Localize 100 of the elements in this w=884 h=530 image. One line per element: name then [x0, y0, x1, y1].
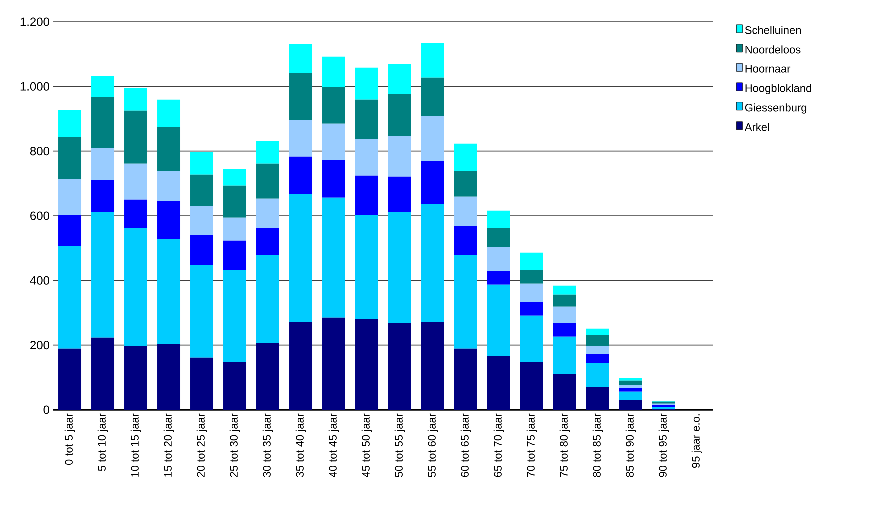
bar	[256, 343, 280, 410]
bar	[224, 240, 247, 270]
x-tick-label: 45 tot 50 jaar	[362, 414, 372, 478]
x-tick-label: 95 jaar e.o.	[692, 414, 702, 468]
bar	[290, 194, 313, 322]
bar	[620, 388, 642, 392]
bar	[190, 265, 214, 358]
bar	[586, 354, 610, 364]
bar	[92, 338, 115, 410]
bar	[356, 215, 379, 320]
x-tick-label: 35 tot 40 jaar	[296, 414, 306, 478]
bar	[620, 380, 642, 386]
bar	[586, 346, 610, 354]
bar	[92, 97, 115, 148]
bar	[58, 348, 82, 410]
x-tick-label: 65 tot 70 jaar	[494, 414, 504, 478]
bar	[158, 171, 181, 202]
bar	[488, 228, 510, 248]
bar	[58, 179, 82, 216]
y-tick-label: 400	[30, 276, 50, 285]
bar	[322, 86, 346, 124]
bar	[586, 328, 610, 335]
bar	[190, 206, 214, 236]
bar	[586, 334, 610, 346]
bar	[454, 196, 478, 226]
bar	[256, 164, 280, 199]
bar	[388, 212, 412, 324]
x-tick-label: 5 tot 10 jaar	[98, 414, 108, 472]
bar	[388, 94, 412, 136]
bar	[356, 68, 379, 100]
x-tick-label: 40 tot 45 jaar	[328, 414, 340, 478]
bar	[520, 362, 544, 410]
bar	[520, 284, 544, 302]
x-tick-label: 25 tot 30 jaar	[230, 414, 240, 478]
bar	[620, 385, 642, 388]
bar	[586, 363, 610, 388]
bar	[520, 316, 544, 362]
x-tick-label: 50 tot 55 jaar	[394, 414, 406, 478]
y-tick-label: 800	[30, 147, 50, 156]
bar	[158, 127, 181, 172]
bar	[488, 210, 510, 228]
legend-label: Hoogblokland	[746, 84, 812, 94]
bar	[290, 322, 313, 410]
bar	[58, 137, 82, 180]
bar	[520, 270, 544, 284]
bar	[488, 356, 510, 410]
x-tick-label: 60 tot 65 jaar	[460, 414, 472, 478]
bar	[388, 323, 412, 410]
bar	[92, 76, 115, 98]
bar	[454, 348, 478, 410]
bar	[190, 152, 214, 175]
bar	[58, 215, 82, 246]
bar	[388, 176, 412, 212]
bar	[124, 88, 148, 111]
bar	[356, 139, 379, 176]
x-tick-label: 55 tot 60 jaar	[428, 414, 438, 478]
x-tick-label: 75 tot 80 jaar	[560, 414, 570, 478]
bar	[158, 238, 181, 344]
x-tick-label: 30 tot 35 jaar	[262, 414, 274, 478]
bar	[158, 201, 181, 239]
bar	[554, 323, 576, 337]
bar	[256, 198, 280, 228]
bar	[554, 306, 576, 324]
bar	[520, 252, 544, 270]
bar	[124, 164, 148, 200]
bar	[554, 374, 576, 410]
bar	[422, 43, 445, 78]
x-tick-label: 20 tot 25 jaar	[196, 414, 208, 478]
bar	[256, 255, 280, 344]
legend-label: Noordeloos	[746, 46, 801, 54]
bar	[92, 212, 115, 338]
bar	[454, 226, 478, 256]
bar	[422, 322, 445, 410]
legend-label: Giessenburg	[745, 104, 807, 114]
bar	[58, 110, 82, 138]
bar	[256, 140, 280, 164]
bar	[454, 255, 478, 349]
bar	[620, 378, 642, 381]
bar	[124, 346, 148, 410]
bar	[488, 270, 510, 285]
bar	[488, 284, 510, 356]
bar	[322, 318, 346, 410]
bar	[356, 100, 379, 140]
bar	[124, 200, 148, 228]
y-tick-label: 1.200	[20, 18, 50, 26]
bar	[224, 169, 247, 186]
bar	[322, 56, 346, 87]
bar	[158, 344, 181, 410]
bar	[356, 319, 379, 410]
y-tick-label: 600	[30, 212, 50, 220]
bar	[422, 78, 445, 116]
bar	[554, 294, 576, 307]
bar	[554, 286, 576, 295]
bar	[224, 186, 247, 218]
bar	[158, 100, 181, 128]
bar	[454, 171, 478, 197]
bar	[190, 235, 214, 266]
bar	[388, 136, 412, 177]
bar	[224, 270, 247, 362]
y-tick-label: 1.000	[20, 82, 50, 91]
